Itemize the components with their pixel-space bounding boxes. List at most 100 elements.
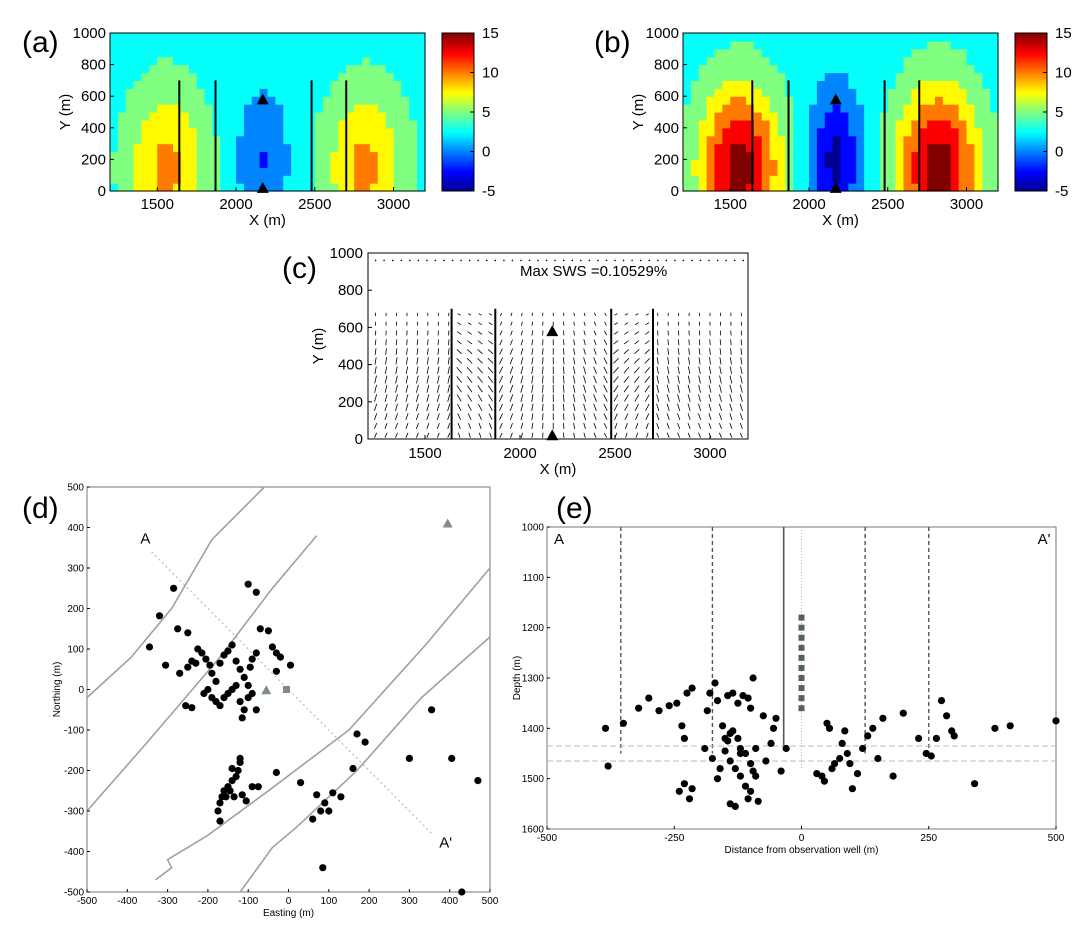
- contour-cell: [698, 104, 708, 113]
- y-tick-label: 1100: [522, 573, 544, 584]
- contour-cell: [157, 104, 166, 113]
- contour-cell: [385, 72, 395, 81]
- contour-cell: [409, 159, 418, 168]
- contour-cell: [228, 56, 237, 66]
- contour-cell: [990, 112, 999, 121]
- contour-cell: [927, 96, 936, 105]
- contour-cell: [409, 127, 418, 137]
- x-axis-label: X (m): [249, 212, 286, 229]
- contour-cell: [746, 183, 755, 192]
- quiver-arrow: [531, 321, 534, 326]
- contour-cell: [816, 135, 826, 145]
- quiver-arrow: [729, 432, 733, 438]
- gray-square: [798, 664, 805, 671]
- contour-cell: [133, 104, 143, 113]
- quiver-arrow: [395, 357, 398, 365]
- contour-cell: [706, 175, 716, 184]
- contour-cell: [738, 40, 747, 50]
- contour-cell: [935, 72, 944, 81]
- quiver-arrow: [719, 432, 722, 438]
- contour-cell: [259, 88, 269, 97]
- contour-cell: [982, 33, 991, 42]
- quiver-arrow: [646, 432, 649, 438]
- contour-cell: [275, 175, 284, 184]
- panel-label-e: (e): [556, 492, 593, 525]
- contour-cell: [338, 88, 347, 97]
- event-point: [184, 629, 192, 637]
- event-point: [248, 783, 256, 791]
- contour-cell: [322, 64, 332, 74]
- quiver-arrow: [666, 413, 670, 421]
- quiver-arrow: [416, 366, 419, 374]
- contour-cell: [212, 40, 221, 50]
- contour-cell: [259, 40, 269, 50]
- contour-cell: [895, 88, 905, 97]
- quiver-arrow: [520, 403, 524, 412]
- contour-cell: [801, 183, 810, 192]
- contour-cell: [958, 159, 968, 168]
- quiver-arrow: [729, 366, 732, 374]
- quiver-arrow: [520, 348, 524, 355]
- contour-cell: [990, 33, 999, 42]
- y-tick-label: 100: [67, 645, 84, 656]
- contour-cell: [824, 151, 834, 160]
- contour-cell: [212, 64, 221, 74]
- contour-cell: [409, 151, 418, 160]
- contour-cell: [840, 33, 849, 42]
- event-point: [736, 772, 745, 780]
- contour-cell: [966, 183, 975, 192]
- quiver-arrow: [644, 349, 650, 355]
- contour-cell: [935, 56, 944, 66]
- contour-cell: [251, 104, 261, 113]
- contour-cell: [228, 159, 237, 168]
- contour-cell: [990, 72, 999, 81]
- quiver-arrow: [374, 422, 378, 430]
- contour-cell: [887, 88, 897, 97]
- y-tick-label: 200: [654, 151, 679, 168]
- contour-cell: [974, 33, 983, 42]
- contour-cell: [299, 151, 308, 160]
- contour-cell: [330, 183, 339, 192]
- contour-cell: [377, 104, 387, 113]
- contour-cell: [769, 88, 779, 97]
- contour-cell: [840, 104, 849, 113]
- contour-cell: [698, 183, 708, 192]
- contour-cell: [990, 127, 999, 137]
- contour-cell: [236, 143, 245, 153]
- x-tick-label: 500: [1048, 833, 1065, 844]
- contour-cell: [188, 167, 198, 176]
- contour-cell: [840, 80, 849, 89]
- x-tick-label: -200: [198, 896, 218, 907]
- contour-cell: [785, 33, 794, 42]
- contour-cell: [809, 143, 818, 153]
- contour-cell: [966, 104, 975, 113]
- contour-cell: [330, 48, 339, 58]
- contour-cell: [354, 127, 363, 137]
- contour-cell: [824, 64, 834, 74]
- event-point: [869, 724, 877, 732]
- contour-cell: [816, 88, 826, 97]
- contour-cell: [377, 159, 387, 168]
- contour-cell: [236, 175, 245, 184]
- contour-cell: [832, 151, 842, 160]
- contour-cell: [942, 48, 952, 58]
- contour-cell: [251, 64, 261, 74]
- contour-cell: [196, 72, 206, 81]
- contour-cell: [180, 104, 190, 113]
- contour-cell: [872, 33, 881, 42]
- contour-cell: [385, 167, 395, 176]
- contour-cell: [966, 127, 975, 137]
- contour-cell: [338, 143, 347, 153]
- event-point: [232, 657, 240, 665]
- gray-square: [798, 654, 805, 661]
- contour-cell: [275, 96, 284, 105]
- contour-cell: [259, 104, 269, 113]
- contour-cell: [730, 96, 739, 105]
- event-point: [680, 734, 689, 743]
- contour-cell: [958, 112, 968, 121]
- quiver-arrow: [447, 384, 451, 393]
- quiver-arrow: [729, 394, 733, 402]
- section-label-a: A: [554, 531, 564, 548]
- contour-cell: [864, 151, 873, 160]
- contour-cell: [935, 80, 944, 89]
